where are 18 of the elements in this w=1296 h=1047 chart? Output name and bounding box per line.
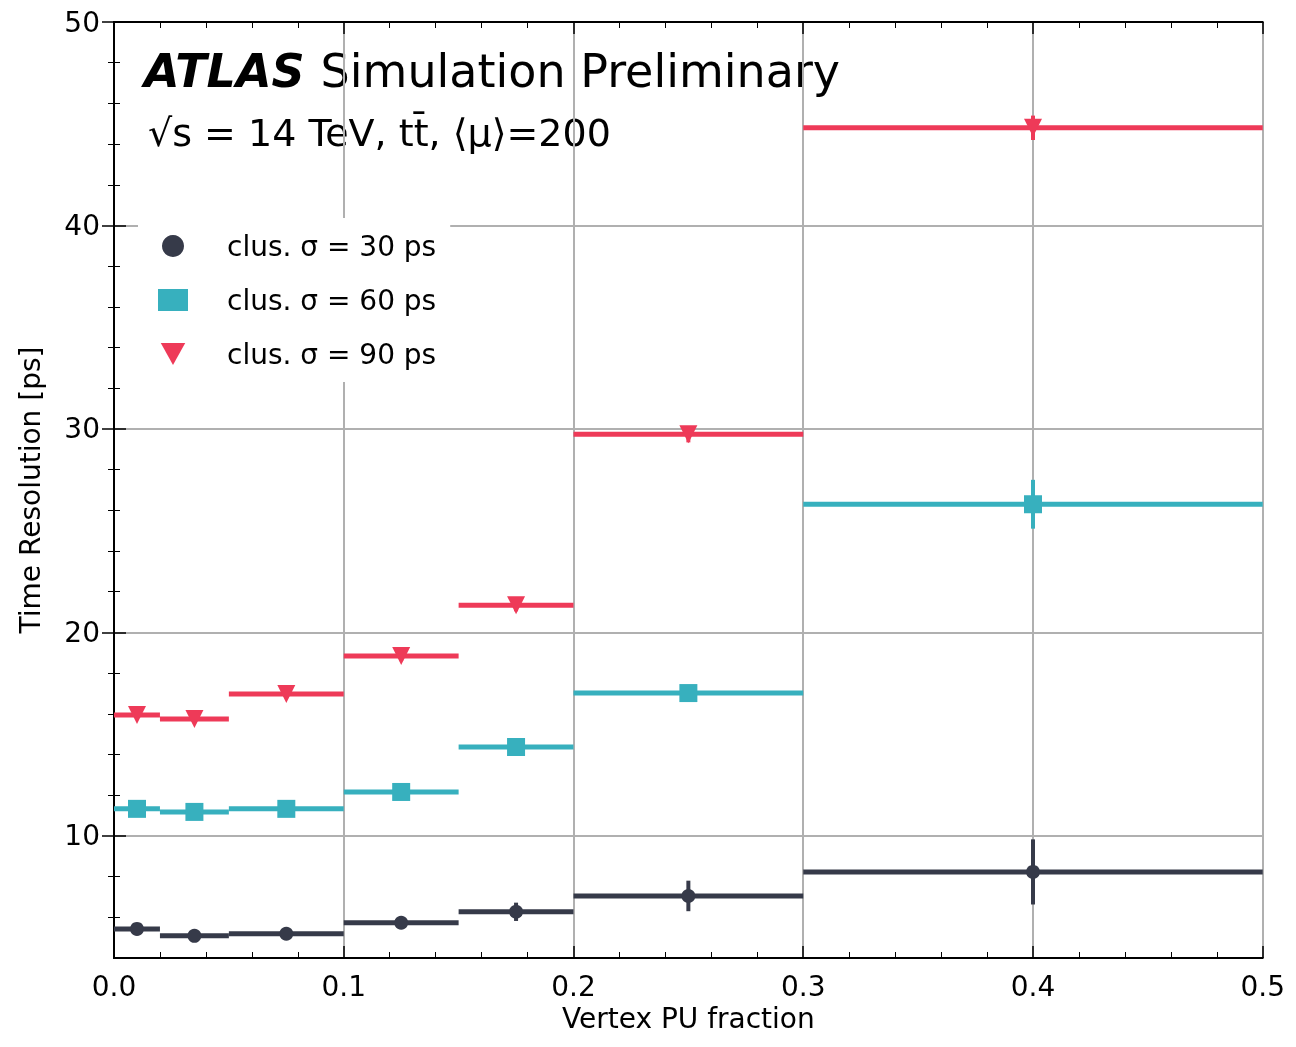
x-axis-title: Vertex PU fraction (561, 1002, 815, 1036)
y-tick-label: 10 (64, 819, 100, 853)
text: √s = 14 TeV, tt̄, ⟨μ⟩=200 (148, 111, 611, 155)
x-tick-label: 0.5 (1240, 969, 1285, 1003)
y-tick-label: 40 (64, 208, 100, 242)
text: ATLAS Simulation Preliminary (141, 44, 841, 98)
x-tick-label: 0.1 (321, 969, 367, 1003)
y-tick-label: 30 (64, 412, 100, 446)
y-axis-title: Time Resolution [ps] (13, 346, 47, 635)
x-tick-label: 0.0 (91, 969, 137, 1003)
y-tick-label: 50 (64, 5, 100, 39)
x-tick-label: 0.4 (1010, 969, 1056, 1003)
x-tick-label: 0.2 (551, 969, 596, 1003)
x-tick-label: 0.3 (780, 969, 826, 1003)
legend-label: clus. σ = 90 ps (227, 337, 437, 371)
legend-label: clus. σ = 60 ps (227, 283, 437, 317)
y-tick-label: 20 (64, 615, 100, 649)
legend-label: clus. σ = 30 ps (227, 229, 437, 263)
